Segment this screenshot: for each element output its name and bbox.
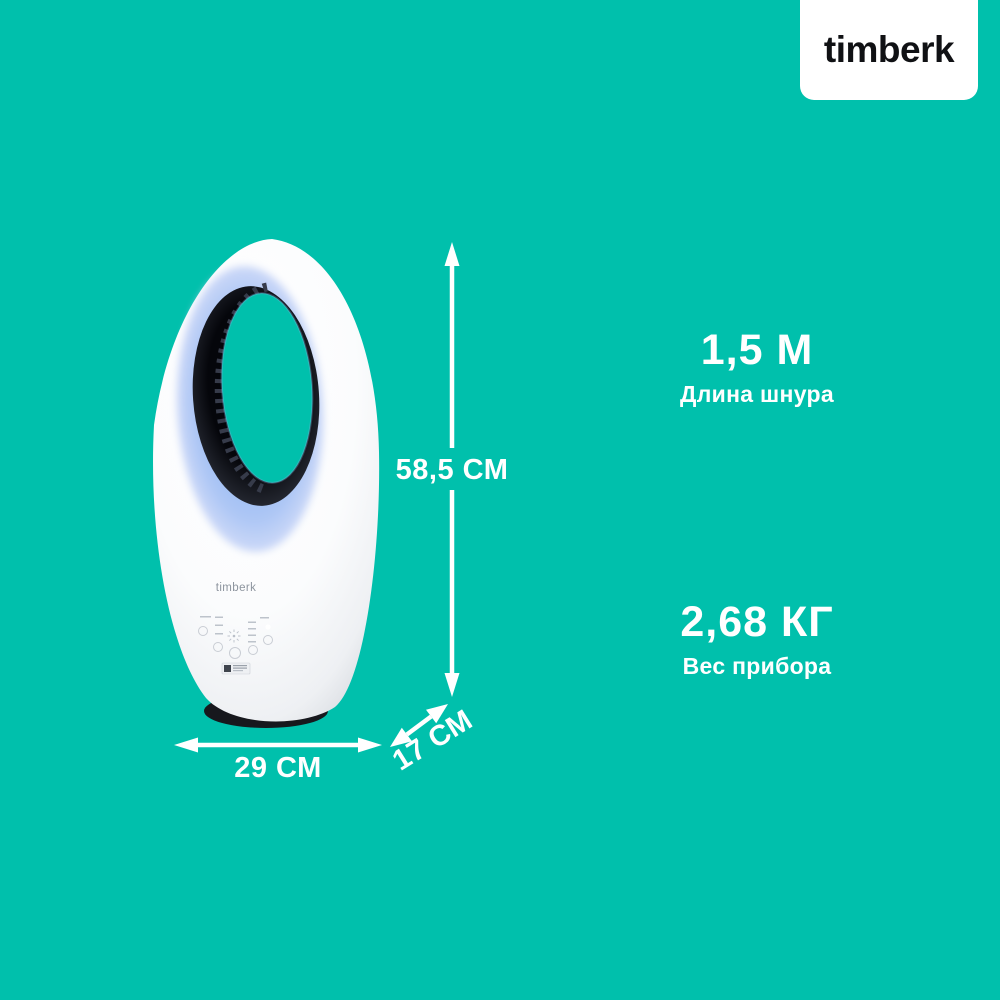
light-indicator [265,624,271,630]
spec-cord-caption: Длина шнура [680,381,834,407]
light-button [263,635,273,645]
power-button [229,647,241,659]
spec-cord-length: 1,5 М Длина шнура [680,329,834,408]
brand-logo-card: timberk [800,0,978,100]
height-arrow [444,242,460,697]
dimension-annotations [174,242,460,753]
fan-opening [221,293,313,483]
panel-caption-marks [200,616,269,643]
width-dimension-label: 29 СМ [234,752,322,784]
spec-device-weight: 2,68 КГ Вес прибора [680,601,833,680]
height-dimension-label: 58,5 СМ [395,454,509,486]
fan-product [153,239,380,728]
fan-opening-edge [220,292,314,484]
device-brand-label: timberk [215,582,257,594]
control-panel [198,616,273,659]
timer-button [248,645,258,655]
fan-speed-icon [227,629,241,643]
brand-logo-text: timberk [823,29,955,70]
width-arrow [174,737,382,753]
swing-button [198,626,208,636]
speed-button [213,642,223,652]
depth-arrow [390,704,448,747]
fan-ring-ribs [214,282,269,495]
spec-weight-caption: Вес прибора [682,653,832,679]
spec-cord-value: 1,5 М [700,326,814,374]
rating-label [221,662,251,675]
spec-weight-value: 2,68 КГ [680,598,834,646]
